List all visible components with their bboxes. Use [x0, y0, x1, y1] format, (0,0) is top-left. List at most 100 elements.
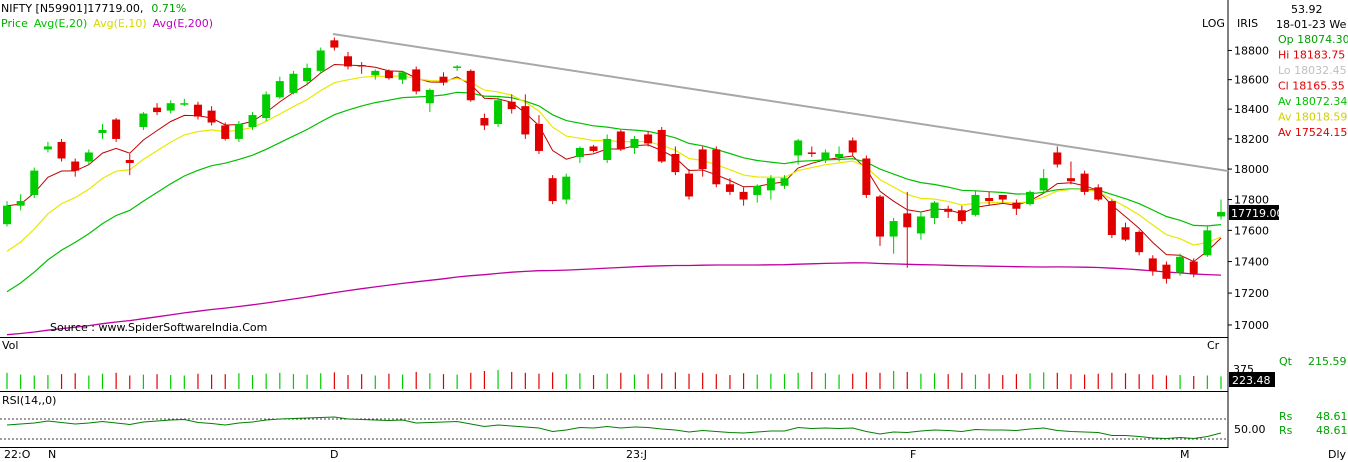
candle-body	[57, 141, 66, 159]
info-row-av: Av 17524.15	[1278, 126, 1347, 139]
change-percent: 0.71%	[151, 2, 186, 15]
candle-body	[466, 70, 475, 101]
candle-body	[630, 138, 639, 148]
candle-body	[616, 131, 625, 150]
candle-body	[644, 134, 653, 144]
candle-body	[548, 178, 557, 202]
candle-body	[1053, 152, 1062, 165]
candle-body	[412, 69, 421, 92]
candle-body	[1189, 261, 1198, 275]
candle-body	[221, 125, 230, 139]
info-row-av: Av 18018.59	[1278, 111, 1347, 124]
candle-body	[125, 159, 134, 164]
candle-body	[207, 110, 216, 123]
candle-body	[1039, 178, 1048, 191]
info-ohlc-rows: Op 18074.30 Hi 18183.75 Lo 18032.45 Cl 1816…	[1278, 33, 1348, 139]
candle-body	[166, 103, 175, 111]
info-date: 18-01-23 We	[1276, 18, 1347, 31]
candle-body	[657, 129, 666, 162]
candle-body	[698, 149, 707, 170]
rsi-axis-label: 50.00	[1234, 423, 1266, 436]
candle-body	[43, 146, 52, 150]
candle-body	[398, 72, 407, 80]
iris-button[interactable]: IRIS	[1237, 17, 1258, 30]
candle-body	[1162, 264, 1171, 279]
candle-body	[944, 208, 953, 212]
candle-body	[862, 158, 871, 195]
candle-body	[903, 213, 912, 228]
candle-body	[1107, 201, 1116, 236]
info-value: 53.92	[1291, 3, 1323, 16]
candle-body	[889, 221, 898, 237]
candle-body	[739, 191, 748, 200]
candle-body	[1026, 191, 1035, 205]
last-price: 17719.00,	[87, 2, 143, 15]
candle-body	[1121, 227, 1130, 240]
candle-body	[357, 65, 366, 67]
candle-body	[480, 118, 489, 126]
volume-value-box	[1229, 372, 1275, 387]
candle-body	[575, 147, 584, 157]
candle-body	[875, 196, 884, 237]
candle-body	[507, 101, 516, 110]
rsi-path	[6, 416, 1222, 440]
x-label-oct: 22:O	[4, 448, 31, 461]
candle-body	[957, 210, 966, 222]
candle-body	[112, 119, 121, 139]
candle-body	[916, 216, 925, 234]
qt-value: 215.59	[1308, 355, 1347, 368]
candle-body	[712, 149, 721, 185]
candle-body	[766, 178, 775, 191]
legend-price: Price	[1, 17, 28, 30]
price-tick-label: 17800	[1234, 194, 1269, 207]
price-tick-label: 17200	[1234, 287, 1269, 300]
candle-body	[1080, 173, 1089, 192]
qt-label: Qt	[1279, 355, 1293, 368]
candle-body	[275, 81, 284, 98]
rs-value-2: 48.61	[1316, 424, 1348, 437]
rs-label-2: Rs	[1279, 424, 1293, 437]
candle-body	[234, 123, 243, 139]
candle-body	[521, 106, 530, 135]
rs-value-1: 48.61	[1316, 410, 1348, 423]
candle-body	[371, 70, 380, 76]
candle-body	[930, 202, 939, 218]
candle-body	[16, 201, 25, 206]
candle-body	[685, 173, 694, 197]
x-label-mar: M	[1180, 448, 1190, 461]
candle-body	[248, 115, 257, 127]
candle-body	[1217, 211, 1225, 217]
candle-body	[84, 152, 93, 162]
candle-body	[193, 104, 202, 117]
candle-body	[971, 194, 980, 215]
candle-body	[562, 176, 571, 200]
candle-body	[384, 70, 393, 79]
ema-10-path	[6, 75, 1222, 252]
price-tick-label: 18000	[1234, 163, 1269, 176]
candle-body	[330, 40, 339, 48]
price-tick-label: 18400	[1234, 103, 1269, 116]
volume-current: 223.48	[1232, 374, 1271, 387]
candle-body	[807, 152, 816, 154]
ema-200-line	[6, 63, 1222, 336]
legend-ema-20: Avg(E,20)	[34, 17, 87, 30]
log-scale-button[interactable]: LOG	[1202, 17, 1225, 30]
periodicity-label[interactable]: Dly	[1328, 448, 1347, 461]
info-row-cl: Cl 18165.35	[1278, 80, 1345, 93]
candle-body	[1148, 258, 1157, 271]
candle-body	[753, 185, 762, 195]
short-average-path	[6, 63, 1222, 263]
symbol-title: NIFTY [N59901]17719.00, 0.71%	[1, 2, 186, 15]
candle-body	[494, 100, 503, 124]
x-label-dec: D	[330, 448, 338, 461]
info-row-lo: Lo 18032.45	[1278, 64, 1347, 77]
price-tick-label: 18600	[1234, 74, 1269, 87]
candle-body	[303, 67, 312, 82]
trendline[interactable]	[332, 33, 1229, 172]
price-tick-label: 17400	[1234, 256, 1269, 269]
candle-body	[344, 56, 353, 67]
candle-body	[1135, 231, 1144, 253]
candle-body	[316, 50, 325, 71]
volume-label: Vol	[2, 339, 18, 352]
